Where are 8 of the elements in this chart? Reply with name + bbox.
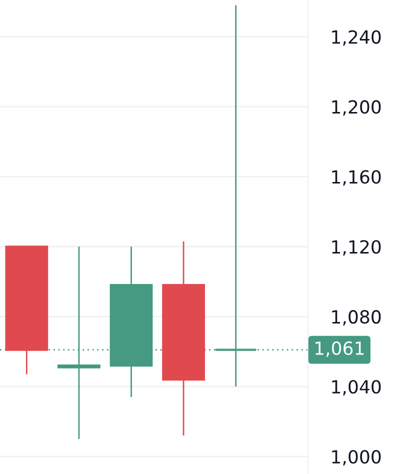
y-tick-label: 1,160 bbox=[332, 170, 381, 186]
y-tick-label: 1,120 bbox=[332, 240, 381, 256]
y-tick-label: 1,200 bbox=[332, 100, 381, 116]
y-tick-label: 1,000 bbox=[332, 450, 381, 466]
ref-line-label: 1,061 bbox=[316, 341, 364, 357]
y-tick-label: 1,240 bbox=[332, 30, 381, 46]
y-tick-label: 1,040 bbox=[332, 380, 381, 396]
y-tick-label: 1,080 bbox=[332, 310, 381, 326]
